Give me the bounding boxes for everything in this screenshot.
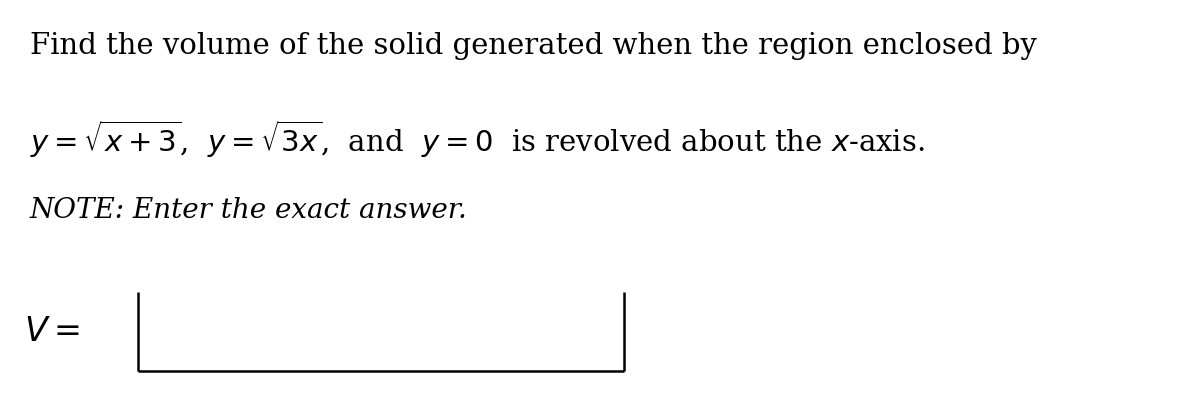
- Text: $y = \sqrt{x+3}$,  $y = \sqrt{3x}$,  and  $y = 0$  is revolved about the $x$-axi: $y = \sqrt{x+3}$, $y = \sqrt{3x}$, and $…: [30, 118, 925, 160]
- Text: NOTE: Enter the exact answer.: NOTE: Enter the exact answer.: [30, 198, 468, 224]
- Text: Find the volume of the solid generated when the region enclosed by: Find the volume of the solid generated w…: [30, 32, 1037, 60]
- Text: $V =$: $V =$: [24, 316, 79, 348]
